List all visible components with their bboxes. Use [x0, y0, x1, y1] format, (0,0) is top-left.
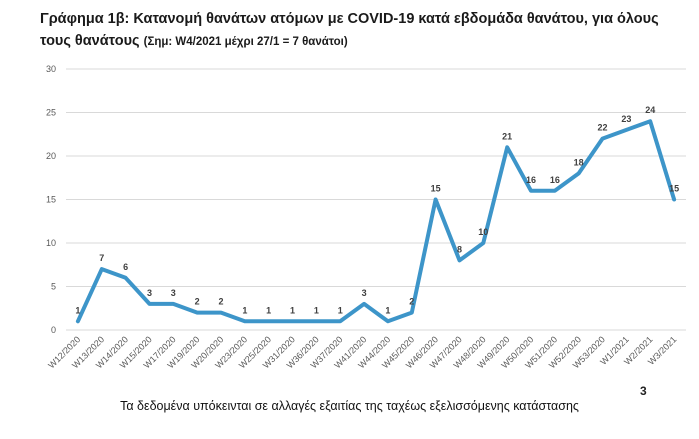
data-label: 2	[195, 297, 200, 307]
chart-title-note: (Σημ: W4/2021 μέχρι 27/1 = 7 θανάτοι)	[143, 36, 348, 48]
data-label: 23	[621, 114, 631, 124]
data-label: 2	[409, 297, 414, 307]
x-axis-ticks: W12/2020W13/2020W14/2020W15/2020W17/2020…	[46, 334, 678, 370]
data-label: 16	[550, 175, 560, 185]
data-label: 21	[502, 131, 512, 141]
data-label: 1	[290, 305, 295, 315]
data-label: 1	[385, 305, 390, 315]
data-label: 1	[75, 305, 80, 315]
data-label: 3	[362, 288, 367, 298]
data-label: 1	[314, 305, 319, 315]
data-label: 1	[266, 305, 271, 315]
data-label: 6	[123, 262, 128, 272]
data-label: 10	[478, 227, 488, 237]
data-label: 3	[171, 288, 176, 298]
data-label: 18	[574, 157, 584, 167]
data-label: 8	[457, 244, 462, 254]
y-tick-label: 5	[51, 282, 56, 292]
data-label: 16	[526, 175, 536, 185]
y-tick-label: 25	[46, 108, 56, 118]
gridlines	[66, 68, 686, 331]
chart-title-text: Γράφημα 1β: Κατανομή θανάτων ατόμων με C…	[40, 11, 659, 49]
page-number: 3	[640, 384, 647, 398]
data-label: 1	[338, 305, 343, 315]
data-label: 15	[431, 184, 441, 194]
data-label: 3	[147, 288, 152, 298]
chart-title: Γράφημα 1β: Κατανομή θανάτων ατόμων με C…	[40, 8, 680, 53]
y-tick-label: 0	[51, 325, 56, 335]
data-label: 24	[645, 105, 655, 115]
y-tick-label: 10	[46, 238, 56, 248]
data-label: 15	[669, 184, 679, 194]
y-axis-ticks: 0 5 10 15 20 25 30	[46, 64, 56, 335]
y-tick-label: 30	[46, 64, 56, 74]
y-tick-label: 20	[46, 151, 56, 161]
series-line	[75, 119, 677, 324]
data-label: 2	[218, 297, 223, 307]
data-label: 1	[242, 305, 247, 315]
data-label: 22	[598, 123, 608, 133]
data-label: 7	[99, 253, 104, 263]
footer-note: Τα δεδομένα υπόκεινται σε αλλαγές εξαιτί…	[120, 399, 579, 413]
y-tick-label: 15	[46, 195, 56, 205]
